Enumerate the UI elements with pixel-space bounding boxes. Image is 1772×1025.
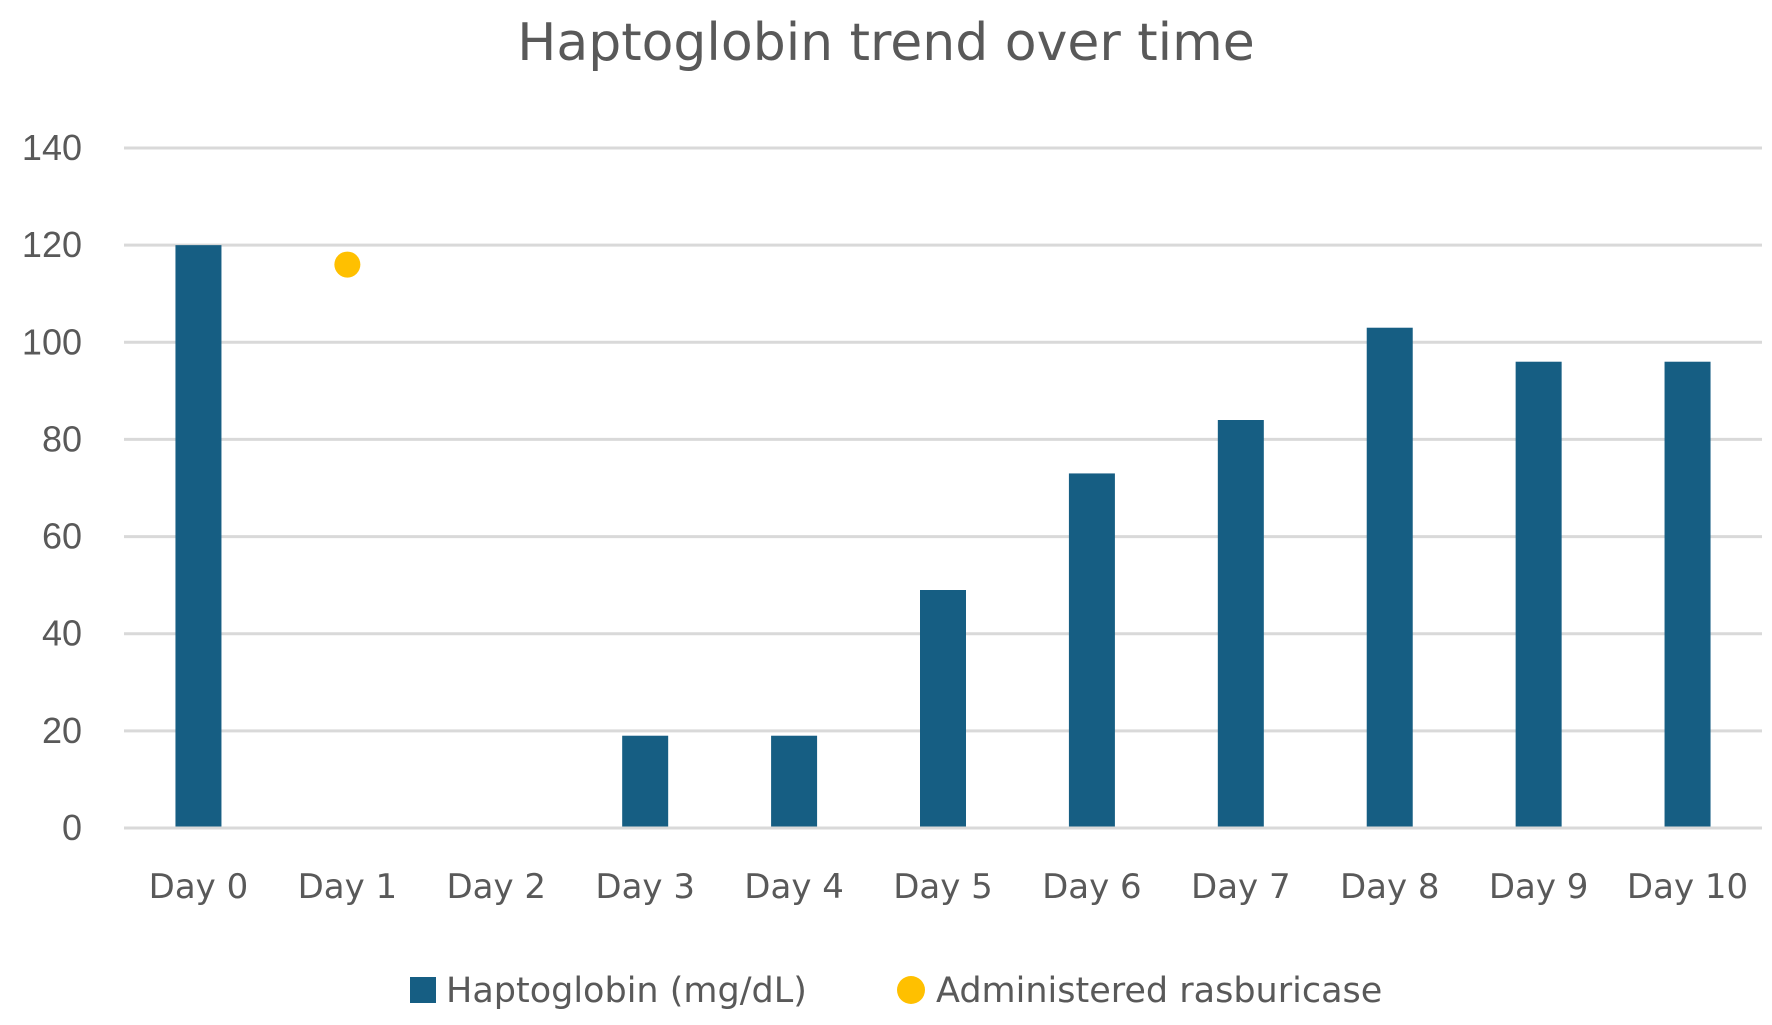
legend-label: Haptoglobin (mg/dL) — [446, 971, 807, 1011]
bar — [1515, 361, 1562, 828]
bar-series — [175, 245, 1711, 829]
x-tick-label: Day 9 — [1489, 867, 1589, 907]
y-tick-label: 60 — [42, 516, 82, 557]
x-tick-label: Day 10 — [1627, 867, 1748, 907]
legend-label: Administered rasburicase — [936, 971, 1382, 1011]
bar — [1217, 420, 1264, 828]
gridlines — [124, 146, 1762, 733]
legend-swatch-square — [410, 977, 436, 1003]
bar — [1068, 473, 1115, 828]
y-tick-label: 100 — [22, 321, 82, 362]
bar — [175, 245, 222, 829]
chart-title: Haptoglobin trend over time — [517, 13, 1254, 73]
x-tick-label: Day 8 — [1340, 867, 1440, 907]
legend: Haptoglobin (mg/dL) Administered rasburic… — [410, 971, 1382, 1011]
y-tick-label: 40 — [42, 613, 82, 654]
bar — [920, 590, 966, 828]
legend-swatch-circle — [897, 976, 925, 1004]
marker-point — [334, 251, 361, 278]
bar — [1366, 327, 1413, 828]
x-tick-label: Day 6 — [1042, 867, 1142, 907]
y-tick-label: 80 — [42, 418, 82, 459]
y-axis-ticks: 0 20 40 60 80 100 120 140 — [22, 127, 82, 848]
marker-series — [334, 251, 361, 278]
x-tick-label: Day 3 — [595, 867, 695, 907]
x-tick-label: Day 4 — [744, 867, 844, 907]
x-axis-ticks: Day 0 Day 1 Day 2 Day 3 Day 4 Day 5 Day 6 Day 7… — [149, 867, 1748, 907]
x-tick-label: Day 5 — [893, 867, 993, 907]
x-tick-label: Day 7 — [1191, 867, 1291, 907]
bar — [771, 735, 818, 828]
y-tick-label: 20 — [42, 710, 82, 751]
x-tick-label: Day 0 — [149, 867, 249, 907]
y-tick-label: 140 — [22, 127, 82, 168]
x-tick-label: Day 2 — [446, 867, 546, 907]
y-tick-label: 0 — [62, 807, 82, 848]
x-tick-label: Day 1 — [298, 867, 398, 907]
y-tick-label: 120 — [22, 224, 82, 265]
bar — [622, 735, 669, 828]
bar — [1664, 361, 1711, 828]
